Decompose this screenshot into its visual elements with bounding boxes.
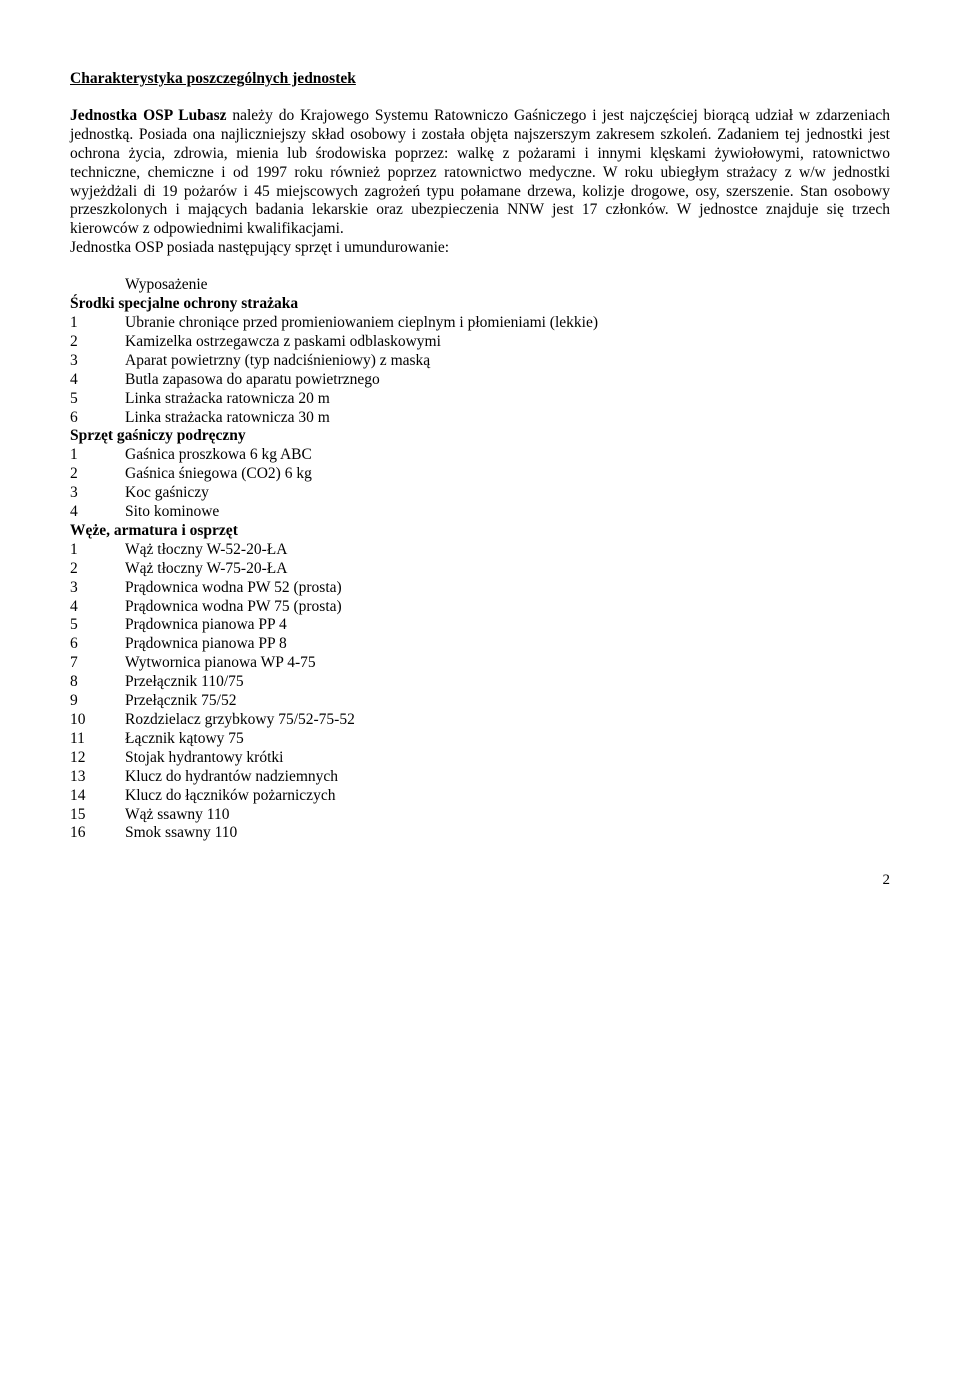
list-item-label: Aparat powietrzny (typ nadciśnieniowy) z… [125, 352, 890, 371]
list-item: 6Prądownica pianowa PP 8 [70, 635, 890, 654]
list-item-label: Gaśnica śniegowa (CO2) 6 kg [125, 465, 890, 484]
list-item: 4Prądownica wodna PW 75 (prosta) [70, 598, 890, 617]
list-item: 15Wąż ssawny 110 [70, 806, 890, 825]
list-item-label: Gaśnica proszkowa 6 kg ABC [125, 446, 890, 465]
list-item: 2Kamizelka ostrzegawcza z paskami odblas… [70, 333, 890, 352]
list-item-label: Koc gaśniczy [125, 484, 890, 503]
list-item-number: 2 [70, 560, 125, 579]
list-item: 2Wąż tłoczny W-75-20-ŁA [70, 560, 890, 579]
paragraph-body: należy do Krajowego Systemu Ratowniczo G… [70, 107, 890, 237]
list-item: 10Rozdzielacz grzybkowy 75/52-75-52 [70, 711, 890, 730]
list-item: 5Prądownica pianowa PP 4 [70, 616, 890, 635]
list-item-number: 3 [70, 579, 125, 598]
list-item: 12Stojak hydrantowy krótki [70, 749, 890, 768]
list-item-number: 3 [70, 484, 125, 503]
section-list: 1Ubranie chroniące przed promieniowaniem… [70, 314, 890, 427]
equipment-intro-line: Jednostka OSP posiada następujący sprzęt… [70, 239, 890, 258]
list-item-number: 6 [70, 409, 125, 428]
list-item-number: 10 [70, 711, 125, 730]
list-item-label: Przełącznik 110/75 [125, 673, 890, 692]
list-item-label: Butla zapasowa do aparatu powietrznego [125, 371, 890, 390]
section-heading: Węże, armatura i osprzęt [70, 522, 890, 541]
list-item-label: Przełącznik 75/52 [125, 692, 890, 711]
list-item-label: Wytwornica pianowa WP 4-75 [125, 654, 890, 673]
list-item-number: 9 [70, 692, 125, 711]
list-item-number: 16 [70, 824, 125, 843]
list-item-label: Ubranie chroniące przed promieniowaniem … [125, 314, 890, 333]
section-list: 1Gaśnica proszkowa 6 kg ABC2Gaśnica śnie… [70, 446, 890, 522]
list-item-number: 11 [70, 730, 125, 749]
list-item: 2Gaśnica śniegowa (CO2) 6 kg [70, 465, 890, 484]
list-item-number: 4 [70, 503, 125, 522]
list-item-label: Klucz do łączników pożarniczych [125, 787, 890, 806]
list-item-label: Kamizelka ostrzegawcza z paskami odblask… [125, 333, 890, 352]
section-heading: Środki specjalne ochrony strażaka [70, 295, 890, 314]
list-item-number: 8 [70, 673, 125, 692]
list-item-number: 4 [70, 598, 125, 617]
list-item-number: 14 [70, 787, 125, 806]
list-item-number: 2 [70, 465, 125, 484]
list-item-label: Prądownica pianowa PP 4 [125, 616, 890, 635]
list-item: 3Prądownica wodna PW 52 (prosta) [70, 579, 890, 598]
main-paragraph: Jednostka OSP Lubasz należy do Krajowego… [70, 107, 890, 239]
list-item: 13Klucz do hydrantów nadziemnych [70, 768, 890, 787]
list-item-number: 3 [70, 352, 125, 371]
list-item: 7Wytwornica pianowa WP 4-75 [70, 654, 890, 673]
list-item-label: Wąż tłoczny W-52-20-ŁA [125, 541, 890, 560]
section-heading: Sprzęt gaśniczy podręczny [70, 427, 890, 446]
list-item: 4Butla zapasowa do aparatu powietrznego [70, 371, 890, 390]
list-item: 14Klucz do łączników pożarniczych [70, 787, 890, 806]
document-title: Charakterystyka poszczególnych jednostek [70, 70, 890, 89]
list-item-number: 12 [70, 749, 125, 768]
list-item: 8Przełącznik 110/75 [70, 673, 890, 692]
list-item-number: 7 [70, 654, 125, 673]
page-number: 2 [70, 871, 890, 889]
list-item-label: Linka strażacka ratownicza 20 m [125, 390, 890, 409]
list-item: 9Przełącznik 75/52 [70, 692, 890, 711]
list-item: 4Sito kominowe [70, 503, 890, 522]
list-item: 11Łącznik kątowy 75 [70, 730, 890, 749]
list-item-label: Smok ssawny 110 [125, 824, 890, 843]
list-item: 6Linka strażacka ratownicza 30 m [70, 409, 890, 428]
list-item-number: 1 [70, 446, 125, 465]
list-item-label: Prądownica wodna PW 52 (prosta) [125, 579, 890, 598]
list-item-number: 5 [70, 390, 125, 409]
paragraph-lead: Jednostka OSP Lubasz [70, 107, 226, 124]
list-item-label: Sito kominowe [125, 503, 890, 522]
list-item-label: Klucz do hydrantów nadziemnych [125, 768, 890, 787]
list-item: 1Gaśnica proszkowa 6 kg ABC [70, 446, 890, 465]
list-item-label: Stojak hydrantowy krótki [125, 749, 890, 768]
list-item: 1Ubranie chroniące przed promieniowaniem… [70, 314, 890, 333]
list-item: 3Aparat powietrzny (typ nadciśnieniowy) … [70, 352, 890, 371]
list-item-label: Łącznik kątowy 75 [125, 730, 890, 749]
sections-container: Środki specjalne ochrony strażaka1Ubrani… [70, 295, 890, 843]
list-item-number: 5 [70, 616, 125, 635]
list-item-label: Wąż tłoczny W-75-20-ŁA [125, 560, 890, 579]
list-item-label: Prądownica pianowa PP 8 [125, 635, 890, 654]
list-item-label: Wąż ssawny 110 [125, 806, 890, 825]
section-list: 1Wąż tłoczny W-52-20-ŁA2Wąż tłoczny W-75… [70, 541, 890, 844]
list-item-number: 2 [70, 333, 125, 352]
list-item-label: Linka strażacka ratownicza 30 m [125, 409, 890, 428]
wyposazenie-heading: Wyposażenie [125, 276, 890, 295]
list-item: 5Linka strażacka ratownicza 20 m [70, 390, 890, 409]
list-item: 1Wąż tłoczny W-52-20-ŁA [70, 541, 890, 560]
list-item: 3Koc gaśniczy [70, 484, 890, 503]
list-item-number: 4 [70, 371, 125, 390]
list-item-number: 13 [70, 768, 125, 787]
list-item: 16Smok ssawny 110 [70, 824, 890, 843]
list-item-number: 1 [70, 541, 125, 560]
list-item-number: 6 [70, 635, 125, 654]
list-item-number: 15 [70, 806, 125, 825]
list-item-label: Rozdzielacz grzybkowy 75/52-75-52 [125, 711, 890, 730]
list-item-label: Prądownica wodna PW 75 (prosta) [125, 598, 890, 617]
list-item-number: 1 [70, 314, 125, 333]
